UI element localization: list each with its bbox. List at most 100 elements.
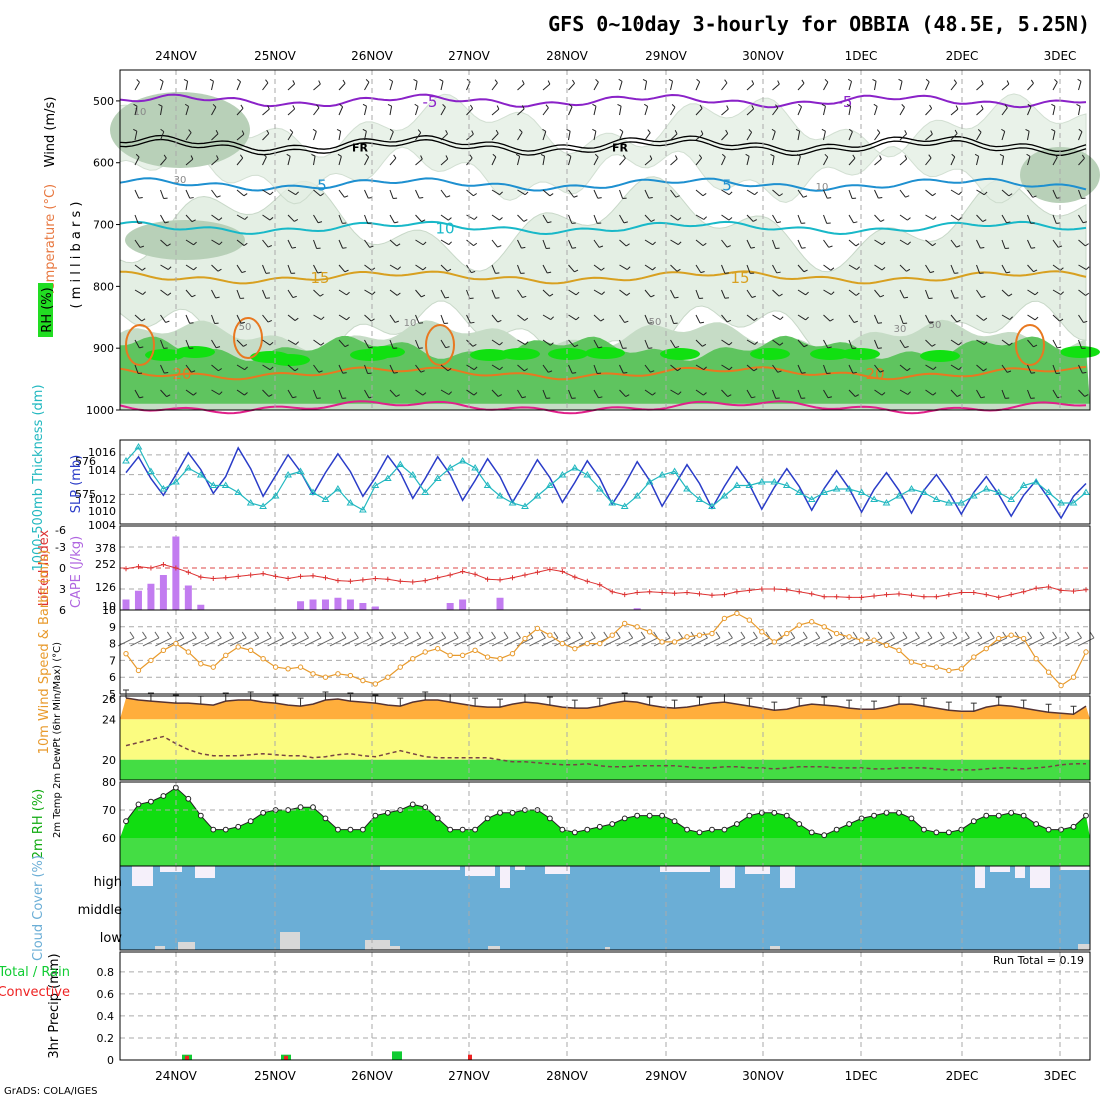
wind-barb-flag bbox=[848, 128, 853, 133]
surface-barb bbox=[242, 637, 259, 647]
wind-barb-flag bbox=[292, 80, 296, 85]
rh-point bbox=[1020, 812, 1027, 819]
thickness-point bbox=[134, 443, 143, 450]
wind-barb-flag bbox=[209, 78, 214, 82]
temp-error-bar bbox=[871, 700, 878, 710]
wind-barb-flag bbox=[703, 216, 707, 220]
li-point bbox=[734, 589, 740, 595]
wind-barb bbox=[1001, 239, 1006, 249]
wind-barb-flag bbox=[803, 195, 808, 198]
wind-barb-flag bbox=[1034, 291, 1039, 296]
wind-barb-flag bbox=[417, 129, 422, 133]
wind-barb-flag bbox=[650, 219, 655, 223]
rh-point bbox=[896, 809, 902, 816]
wind-barb-flag bbox=[876, 129, 881, 134]
wind-barb-flag bbox=[447, 368, 452, 372]
wind-barb-flag bbox=[389, 128, 394, 133]
wind-speed-point bbox=[322, 674, 329, 680]
wind-barb bbox=[976, 389, 982, 399]
wind-barb bbox=[899, 339, 906, 348]
wind-barb bbox=[1027, 289, 1036, 296]
wind-barb-flag bbox=[524, 191, 529, 196]
wind-barb bbox=[134, 239, 141, 248]
wind-barb bbox=[491, 364, 500, 371]
wind-barb bbox=[287, 289, 294, 298]
rh-point bbox=[559, 826, 566, 833]
wind-barb-flag bbox=[907, 391, 911, 395]
wind-barb-flag bbox=[827, 346, 832, 349]
cape-bar bbox=[446, 603, 454, 610]
thickness-point bbox=[633, 492, 642, 499]
wind-barb bbox=[517, 314, 525, 321]
wind-barb bbox=[797, 82, 805, 91]
wind-barb bbox=[593, 131, 597, 141]
wind-barb bbox=[568, 106, 573, 116]
wind-barb-flag bbox=[803, 269, 808, 273]
li-point bbox=[672, 590, 678, 596]
li-point bbox=[896, 591, 902, 597]
wind-barb-flag bbox=[167, 266, 172, 270]
surface-barb-flag bbox=[939, 631, 945, 639]
rh-point bbox=[210, 826, 217, 833]
li-point bbox=[198, 574, 204, 580]
wind-barb bbox=[466, 314, 471, 324]
wind-barb-flag bbox=[880, 294, 885, 298]
wind-barb-flag bbox=[160, 128, 165, 133]
cloud-ylabel: Cloud Cover (%) bbox=[31, 855, 46, 961]
wind-barb bbox=[568, 364, 573, 374]
temp-error-bar bbox=[1045, 703, 1052, 713]
wind-barb bbox=[440, 364, 449, 372]
surface-barb bbox=[915, 637, 933, 647]
li-point bbox=[522, 572, 528, 578]
wind-barb bbox=[823, 239, 830, 248]
wind-speed-point bbox=[1070, 674, 1077, 680]
wind-barb-flag bbox=[547, 80, 551, 85]
contour-line bbox=[119, 366, 1087, 381]
wind-barb bbox=[364, 156, 370, 166]
cape-bar bbox=[321, 599, 329, 610]
wind-barb-flag bbox=[929, 321, 934, 324]
temp-band-yellow bbox=[120, 719, 1090, 760]
wind-barb bbox=[568, 239, 573, 249]
rh-point bbox=[908, 815, 915, 822]
li-line bbox=[125, 563, 1087, 598]
wind-barb-flag bbox=[779, 193, 783, 197]
wind-barb-flag bbox=[193, 266, 197, 271]
wind-barb-flag bbox=[269, 342, 274, 346]
wind-barb-flag bbox=[243, 193, 248, 197]
wind-barb-flag bbox=[803, 344, 808, 348]
wind-barb bbox=[721, 82, 728, 91]
wind-speed-point bbox=[821, 624, 827, 630]
wind-barb-flag bbox=[1031, 247, 1036, 249]
surface-barb bbox=[304, 637, 322, 647]
wind-barb bbox=[262, 314, 269, 323]
wind-barb bbox=[160, 81, 164, 91]
wind-barb bbox=[415, 239, 424, 246]
wind-barb-flag bbox=[956, 319, 961, 323]
wind-barb bbox=[1027, 339, 1034, 348]
li-tick: -6 bbox=[55, 524, 66, 537]
cloud-layer-low: low bbox=[100, 931, 123, 946]
thickness-point bbox=[483, 481, 492, 488]
wind-barb-flag bbox=[473, 216, 478, 220]
wind-barb bbox=[185, 264, 194, 271]
wind-barb bbox=[721, 289, 726, 299]
wind-barb-flag bbox=[342, 79, 346, 84]
wind-barb bbox=[338, 106, 344, 116]
wind-barb bbox=[389, 289, 398, 296]
thickness-point bbox=[122, 457, 130, 464]
li-point bbox=[834, 594, 840, 600]
surface-barb bbox=[466, 637, 484, 647]
li-point bbox=[497, 577, 503, 583]
wind-barb bbox=[491, 264, 496, 274]
wind-barb-flag bbox=[805, 291, 809, 296]
rh-point bbox=[883, 809, 890, 816]
surface-barb-flag bbox=[890, 631, 895, 639]
wind-barb bbox=[746, 339, 756, 345]
wind-speed-point bbox=[547, 632, 553, 638]
thickness-point bbox=[994, 488, 1003, 495]
wind-barb bbox=[874, 364, 881, 373]
thickness-point bbox=[745, 481, 754, 488]
wind-barb bbox=[160, 189, 165, 199]
wind-barb-flag bbox=[549, 342, 554, 346]
